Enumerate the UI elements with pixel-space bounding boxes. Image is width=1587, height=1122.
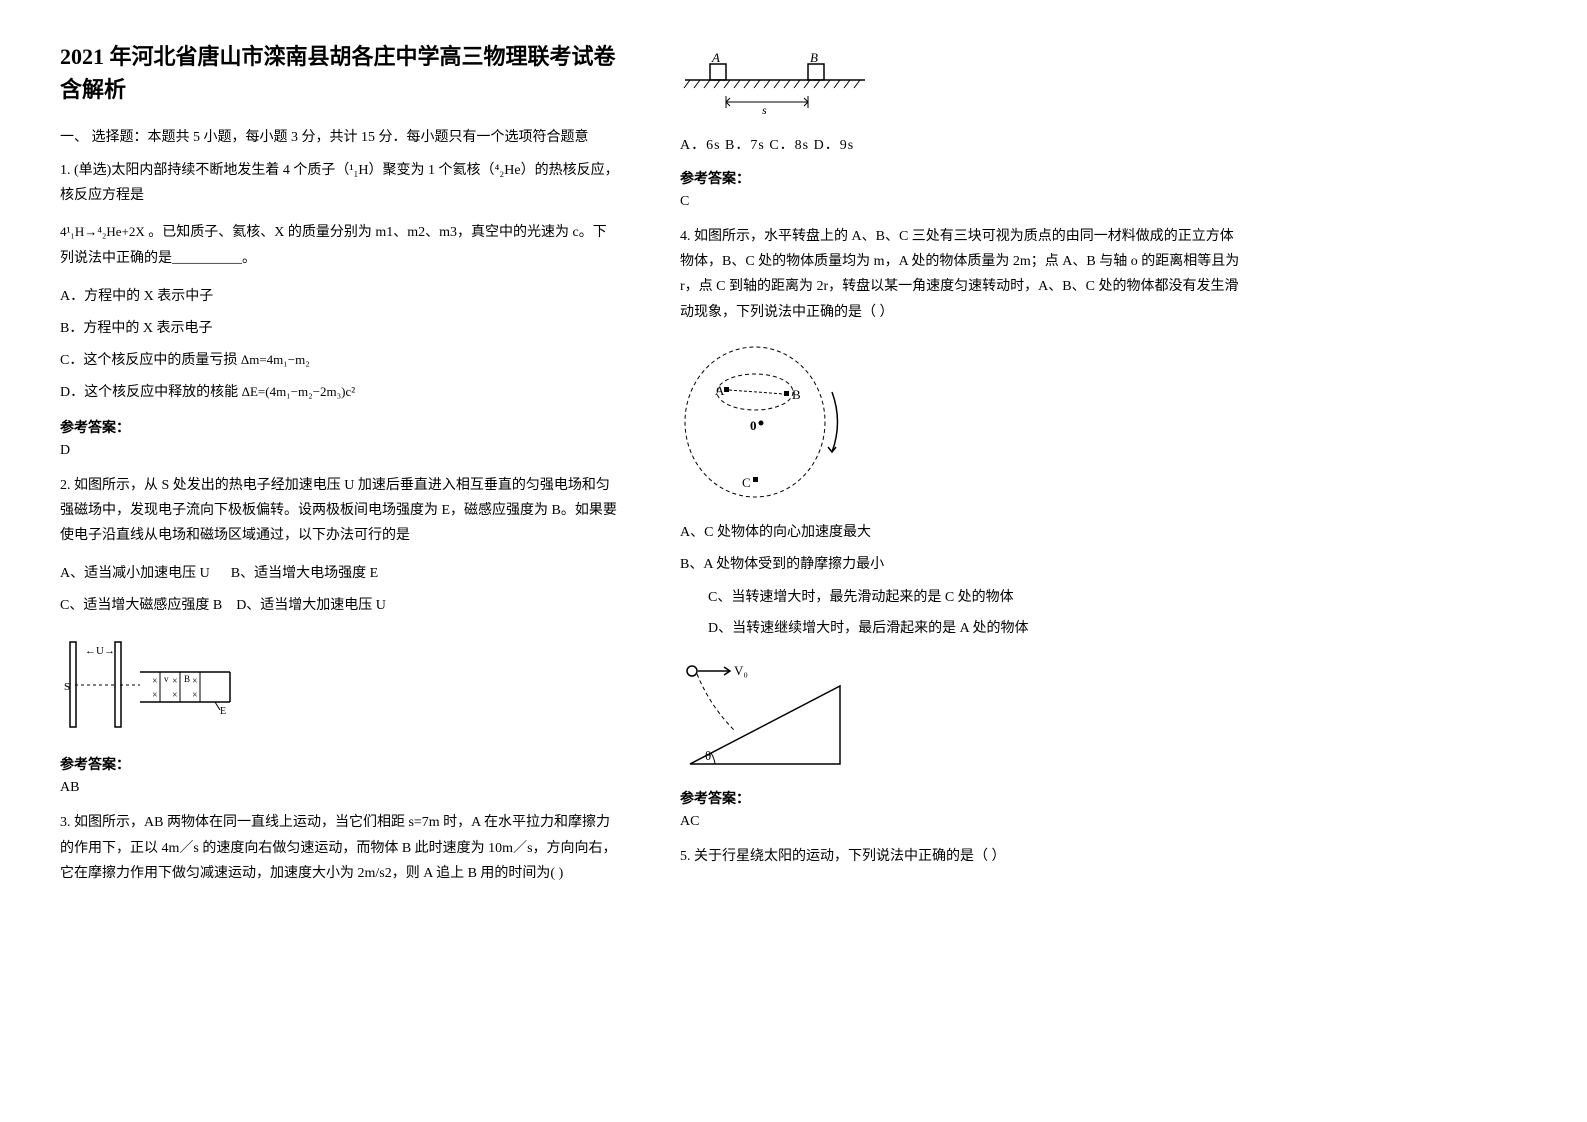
svg-text:B: B: [792, 387, 801, 402]
q2-row-ab: A、适当减小加速电压 U B、适当增大电场强度 E: [60, 560, 620, 588]
q4-option-d: D、当转速继续增大时，最后滑起来的是 A 处的物体: [708, 614, 1240, 645]
q1-option-b: B．方程中的 X 表示电子: [60, 315, 620, 343]
q4-answer: AC: [680, 814, 1240, 830]
q1-option-d: D．这个核反应中释放的核能 ΔE=(4m₁−m₂−2m₃)c²: [60, 379, 620, 407]
q2-option-d: D、适当增大加速电压 U: [236, 598, 386, 613]
q1-eq: 4¹₁H→⁴₂He+2X: [60, 224, 145, 239]
right-column: A B s A．6s B．7s C．8s: [680, 40, 1240, 898]
q1-c-expr: Δm=4m₁−m₂: [241, 352, 310, 367]
q4-option-c: C、当转速增大时，最先滑动起来的是 C 处的物体: [708, 583, 1240, 614]
left-column: 2021 年河北省唐山市滦南县胡各庄中学高三物理联考试卷含解析 一、 选择题：本…: [60, 40, 620, 898]
q1-stem: 1. (单选)太阳内部持续不断地发生着 4 个质子（¹₁H）聚变为 1 个氦核（…: [60, 158, 620, 208]
svg-text:0: 0: [750, 418, 757, 433]
q3-options: A．6s B．7s C．8s D．9s: [680, 134, 1240, 154]
q2-option-c: C、适当增大磁感应强度 B: [60, 598, 222, 613]
q2-row-cd: C、适当增大磁感应强度 B D、适当增大加速电压 U: [60, 592, 620, 620]
svg-text:B: B: [810, 52, 818, 65]
q2-option-a: A、适当减小加速电压 U: [60, 566, 210, 581]
q4-triangle-svg: V₀ θ: [680, 656, 850, 776]
q4-diagram-svg: 0 A B C: [680, 337, 845, 507]
svg-text:V₀: V₀: [734, 663, 748, 678]
svg-text:×: ×: [192, 676, 198, 687]
svg-text:×: ×: [152, 676, 158, 687]
svg-text:×: ×: [172, 676, 178, 687]
q3-stem: 3. 如图所示，AB 两物体在同一直线上运动，当它们相距 s=7m 时，A 在水…: [60, 810, 620, 886]
svg-text:v: v: [164, 674, 169, 684]
q2-figure: ←U→ S × × × × × × v B E: [60, 632, 620, 742]
section-1-heading: 一、 选择题：本题共 5 小题，每小题 3 分，共计 15 分．每小题只有一个选…: [60, 126, 620, 146]
svg-text:C: C: [742, 475, 751, 490]
q5-stem: 5. 关于行星绕太阳的运动，下列说法中正确的是（ ）: [680, 844, 1240, 869]
q4-option-b: B、A 处物体受到的静摩擦力最小: [680, 551, 1240, 579]
svg-text:B: B: [184, 674, 190, 684]
svg-text:←U→: ←U→: [85, 645, 115, 657]
q1-c-text: C．这个核反应中的质量亏损: [60, 353, 237, 368]
q2-answer-label: 参考答案：: [60, 754, 620, 774]
svg-text:E: E: [220, 706, 226, 717]
svg-text:×: ×: [192, 690, 198, 701]
svg-text:θ: θ: [705, 748, 711, 763]
q3-answer: C: [680, 194, 1240, 210]
q2-option-b: B、适当增大电场强度 E: [231, 566, 378, 581]
q1-option-c: C．这个核反应中的质量亏损 Δm=4m₁−m₂: [60, 347, 620, 375]
q2-diagram-svg: ←U→ S × × × × × × v B E: [60, 632, 240, 742]
q4-option-a: A、C 处物体的向心加速度最大: [680, 519, 1240, 547]
svg-text:A: A: [711, 52, 720, 65]
q4-stem: 4. 如图所示，水平转盘上的 A、B、C 三处有三块可视为质点的由同一材料做成的…: [680, 224, 1240, 325]
svg-text:×: ×: [172, 690, 178, 701]
q1-option-a: A．方程中的 X 表示中子: [60, 283, 620, 311]
q2-stem: 2. 如图所示，从 S 处发出的热电子经加速电压 U 加速后垂直进入相互垂直的匀…: [60, 473, 620, 549]
svg-text:S: S: [64, 681, 70, 693]
q3-answer-label: 参考答案：: [680, 168, 1240, 188]
q1-equation: 4¹₁H→⁴₂He+2X 。已知质子、氦核、X 的质量分别为 m1、m2、m3，…: [60, 220, 620, 270]
q1-d-expr: ΔE=(4m₁−m₂−2m₃)c²: [242, 384, 356, 399]
q4-figure: 0 A B C: [680, 337, 1240, 507]
q3-diagram-svg: A B s: [680, 52, 870, 122]
q1-answer: D: [60, 443, 620, 459]
page-title: 2021 年河北省唐山市滦南县胡各庄中学高三物理联考试卷含解析: [60, 40, 620, 106]
svg-text:A: A: [715, 383, 725, 398]
q4-answer-label: 参考答案：: [680, 788, 1240, 808]
q2-answer: AB: [60, 780, 620, 796]
svg-text:s: s: [762, 103, 767, 117]
q1-text: 1. (单选)太阳内部持续不断地发生着 4 个质子（¹₁H）聚变为 1 个氦核（…: [60, 163, 619, 203]
svg-text:×: ×: [152, 690, 158, 701]
q3-figure: A B s: [680, 52, 1240, 122]
q4-figure-2: V₀ θ: [680, 656, 1240, 776]
q1-d-text: D．这个核反应中释放的核能: [60, 385, 238, 400]
q1-answer-label: 参考答案：: [60, 417, 620, 437]
